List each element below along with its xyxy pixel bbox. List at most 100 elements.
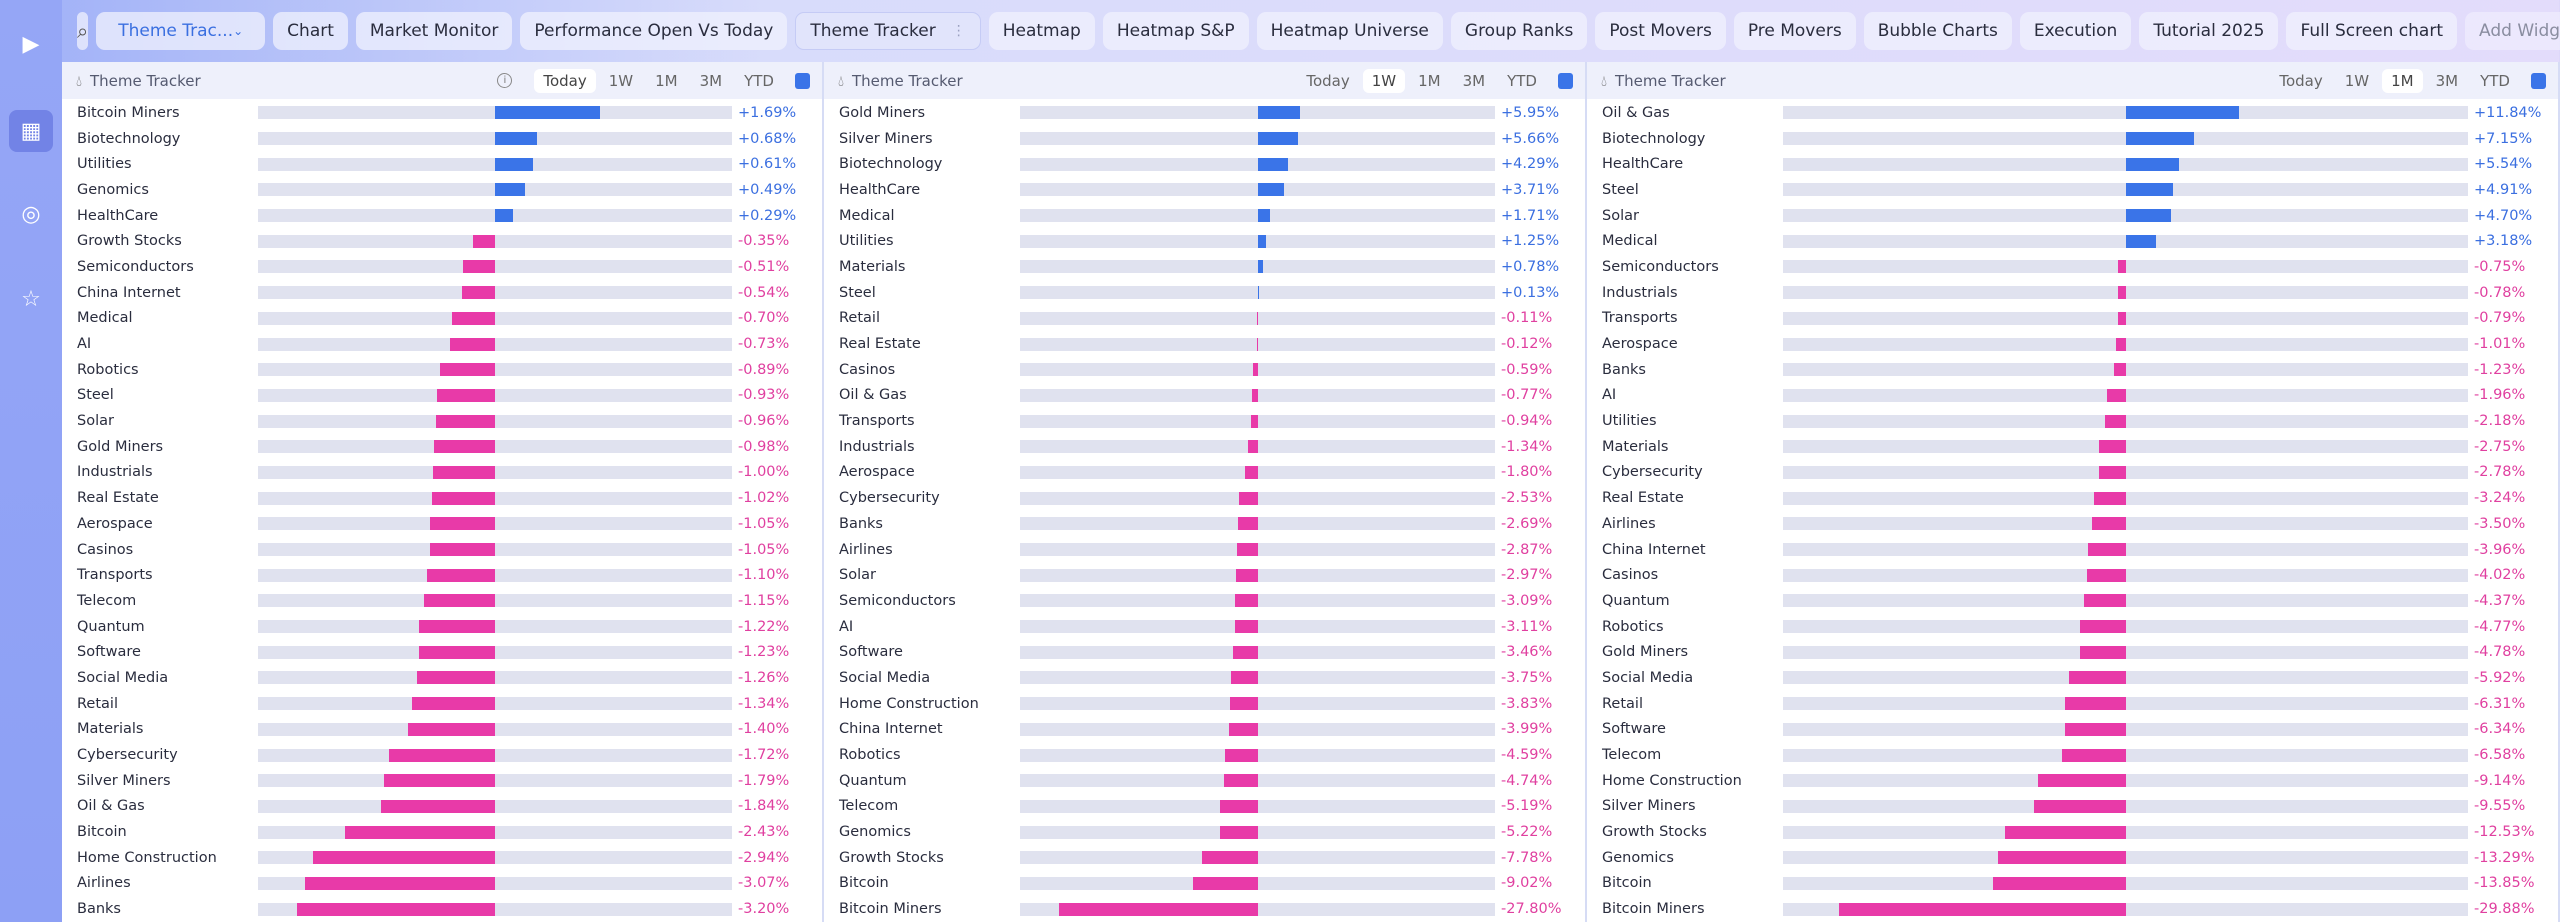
- table-row[interactable]: Telecom -5.19%: [824, 794, 1585, 820]
- table-row[interactable]: HealthCare +0.29%: [62, 203, 822, 229]
- period-today[interactable]: Today: [2279, 71, 2323, 90]
- period-1m[interactable]: 1M: [655, 71, 678, 90]
- period-ytd[interactable]: YTD: [744, 71, 774, 90]
- add-widget-button[interactable]: Add Widget: [2465, 12, 2560, 50]
- table-row[interactable]: Bitcoin -2.43%: [62, 819, 822, 845]
- table-row[interactable]: Robotics -4.77%: [1587, 614, 2558, 640]
- table-row[interactable]: Bitcoin Miners +1.69%: [62, 100, 822, 126]
- table-row[interactable]: Telecom -6.58%: [1587, 742, 2558, 768]
- table-row[interactable]: Transports -0.79%: [1587, 306, 2558, 332]
- table-row[interactable]: Real Estate -0.12%: [824, 331, 1585, 357]
- table-row[interactable]: Quantum -4.37%: [1587, 588, 2558, 614]
- play-logo-icon[interactable]: ▶: [22, 31, 40, 57]
- table-row[interactable]: Growth Stocks -12.53%: [1587, 819, 2558, 845]
- table-row[interactable]: Retail -6.31%: [1587, 691, 2558, 717]
- table-row[interactable]: Semiconductors -0.75%: [1587, 254, 2558, 280]
- tab-tutorial-2025[interactable]: Tutorial 2025: [2139, 12, 2279, 50]
- period-today[interactable]: Today: [1306, 71, 1350, 90]
- table-row[interactable]: Banks -3.20%: [62, 896, 822, 922]
- table-row[interactable]: Home Construction -2.94%: [62, 845, 822, 871]
- period-1w[interactable]: 1W: [608, 71, 634, 90]
- table-row[interactable]: Retail -1.34%: [62, 691, 822, 717]
- table-row[interactable]: Materials -1.40%: [62, 717, 822, 743]
- table-row[interactable]: Quantum -4.74%: [824, 768, 1585, 794]
- table-row[interactable]: Bitcoin -13.85%: [1587, 871, 2558, 897]
- info-icon[interactable]: i: [497, 73, 513, 88]
- table-row[interactable]: Silver Miners -1.79%: [62, 768, 822, 794]
- table-row[interactable]: Biotechnology +4.29%: [824, 151, 1585, 177]
- period-1w[interactable]: 1W: [2344, 71, 2370, 90]
- table-row[interactable]: Materials +0.78%: [824, 254, 1585, 280]
- table-row[interactable]: Transports -0.94%: [824, 408, 1585, 434]
- tab-chart[interactable]: Chart: [273, 12, 348, 50]
- table-row[interactable]: Solar -2.97%: [824, 562, 1585, 588]
- table-row[interactable]: Semiconductors -3.09%: [824, 588, 1585, 614]
- table-row[interactable]: AI -3.11%: [824, 614, 1585, 640]
- table-row[interactable]: Materials -2.75%: [1587, 434, 2558, 460]
- tab-performance-open-vs-today[interactable]: Performance Open Vs Today: [520, 12, 788, 50]
- table-row[interactable]: Medical +3.18%: [1587, 228, 2558, 254]
- table-row[interactable]: Transports -1.10%: [62, 562, 822, 588]
- table-row[interactable]: Software -1.23%: [62, 639, 822, 665]
- tab-theme-tracker[interactable]: Theme Tracker ⋮: [795, 12, 981, 50]
- table-row[interactable]: Oil & Gas +11.84%: [1587, 100, 2558, 126]
- table-row[interactable]: Industrials -1.00%: [62, 460, 822, 486]
- table-row[interactable]: Solar -0.96%: [62, 408, 822, 434]
- table-row[interactable]: Casinos -1.05%: [62, 537, 822, 563]
- table-row[interactable]: HealthCare +5.54%: [1587, 151, 2558, 177]
- grid-icon[interactable]: ▦: [9, 110, 53, 152]
- table-row[interactable]: Solar +4.70%: [1587, 203, 2558, 229]
- table-row[interactable]: Airlines -3.50%: [1587, 511, 2558, 537]
- table-row[interactable]: Steel -0.93%: [62, 383, 822, 409]
- tab-pre-movers[interactable]: Pre Movers: [1733, 12, 1856, 50]
- period-1w[interactable]: 1W: [1362, 68, 1406, 93]
- table-row[interactable]: Airlines -3.07%: [62, 871, 822, 897]
- table-row[interactable]: Silver Miners +5.66%: [824, 126, 1585, 152]
- table-row[interactable]: Silver Miners -9.55%: [1587, 794, 2558, 820]
- table-row[interactable]: Bitcoin -9.02%: [824, 871, 1585, 897]
- table-row[interactable]: Oil & Gas -1.84%: [62, 794, 822, 820]
- color-toggle[interactable]: [795, 72, 810, 89]
- table-row[interactable]: Utilities +0.61%: [62, 151, 822, 177]
- table-row[interactable]: Medical +1.71%: [824, 203, 1585, 229]
- table-row[interactable]: Genomics -13.29%: [1587, 845, 2558, 871]
- table-row[interactable]: Steel +4.91%: [1587, 177, 2558, 203]
- table-row[interactable]: Casinos -0.59%: [824, 357, 1585, 383]
- table-row[interactable]: Cybersecurity -2.53%: [824, 485, 1585, 511]
- table-row[interactable]: Social Media -1.26%: [62, 665, 822, 691]
- period-3m[interactable]: 3M: [2435, 71, 2459, 90]
- table-row[interactable]: Oil & Gas -0.77%: [824, 383, 1585, 409]
- table-row[interactable]: Airlines -2.87%: [824, 537, 1585, 563]
- tab-heatmap-universe[interactable]: Heatmap Universe: [1256, 12, 1443, 50]
- period-today[interactable]: Today: [534, 68, 596, 93]
- table-row[interactable]: Quantum -1.22%: [62, 614, 822, 640]
- table-row[interactable]: Telecom -1.15%: [62, 588, 822, 614]
- table-row[interactable]: Semiconductors -0.51%: [62, 254, 822, 280]
- table-row[interactable]: Real Estate -1.02%: [62, 485, 822, 511]
- table-row[interactable]: Aerospace -1.01%: [1587, 331, 2558, 357]
- tab-menu-icon[interactable]: ⋮: [951, 23, 966, 39]
- period-3m[interactable]: 3M: [699, 71, 723, 90]
- table-row[interactable]: Industrials -1.34%: [824, 434, 1585, 460]
- tab-full-screen-chart[interactable]: Full Screen chart: [2286, 12, 2458, 50]
- target-icon[interactable]: ◎: [21, 201, 41, 227]
- table-row[interactable]: Growth Stocks -7.78%: [824, 845, 1585, 871]
- period-1m[interactable]: 1M: [2382, 68, 2423, 93]
- color-toggle[interactable]: [2531, 72, 2546, 89]
- table-row[interactable]: Robotics -4.59%: [824, 742, 1585, 768]
- table-row[interactable]: Biotechnology +7.15%: [1587, 126, 2558, 152]
- table-row[interactable]: Home Construction -3.83%: [824, 691, 1585, 717]
- table-row[interactable]: Steel +0.13%: [824, 280, 1585, 306]
- table-row[interactable]: Cybersecurity -1.72%: [62, 742, 822, 768]
- period-ytd[interactable]: YTD: [2480, 71, 2510, 90]
- tab-execution[interactable]: Execution: [2019, 12, 2132, 50]
- period-ytd[interactable]: YTD: [1507, 71, 1537, 90]
- table-row[interactable]: Utilities -2.18%: [1587, 408, 2558, 434]
- color-toggle[interactable]: [1558, 72, 1573, 89]
- table-row[interactable]: Retail -0.11%: [824, 306, 1585, 332]
- table-row[interactable]: Utilities +1.25%: [824, 228, 1585, 254]
- table-row[interactable]: Gold Miners -4.78%: [1587, 639, 2558, 665]
- layout-dropdown[interactable]: Theme Trac... ⌄: [96, 12, 266, 50]
- tab-heatmap-s-p[interactable]: Heatmap S&P: [1102, 12, 1249, 50]
- table-row[interactable]: Biotechnology +0.68%: [62, 126, 822, 152]
